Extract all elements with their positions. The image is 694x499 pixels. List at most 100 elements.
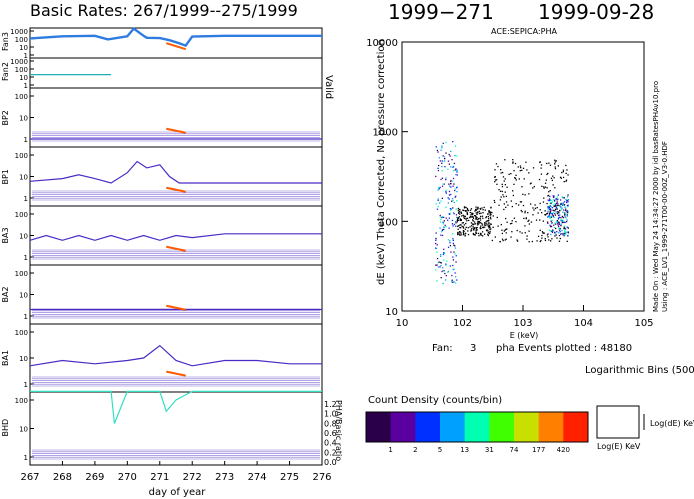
scatter-point [451,281,453,283]
scatter-point [499,241,501,243]
scatter-point [483,233,486,235]
scatter-point [562,234,564,236]
scatter-point [489,223,491,225]
scatter-point [435,269,437,271]
scatter-point [490,218,492,220]
scatter-point [549,195,551,198]
scatter-point [487,213,489,215]
scatter-point [485,229,488,232]
count-density-label: Count Density (counts/bin) [368,395,502,406]
scatter-point [445,279,447,281]
scatter-point [512,194,514,197]
scatter-point [515,174,517,176]
scatter-point [445,152,447,154]
scatter-point [509,223,512,225]
scatter-point [514,162,517,165]
scatter-point [546,221,549,223]
scatter-point [443,216,445,218]
scatter-point [457,225,459,227]
scatter-point [530,182,532,184]
scatter-point [481,231,484,233]
scatter-point [555,205,557,207]
scatter-point [566,226,568,228]
scatter-point [488,217,490,220]
scatter-point [442,221,444,223]
scatter-point [566,196,569,198]
scatter-point [487,233,489,235]
scatter-point [554,187,556,189]
scatter-point [448,190,451,193]
scatter-point [563,225,565,227]
scatter-point [494,169,496,171]
scatter-point [505,195,507,197]
log-de-label: Log(dE) KeV [650,419,694,428]
scatter-point [451,159,453,161]
highlight-bp1 [166,186,186,193]
scatter-point [482,209,484,211]
scatter-point [448,183,450,185]
scatter-point [510,200,512,202]
scatter-point [505,228,507,230]
series-line-bp1 [29,160,322,184]
scatter-point [504,184,506,186]
scatter-point [541,185,543,187]
scatter-point [456,169,458,171]
colorbar-swatch [563,412,589,442]
panel-tick-ba2: 10 [19,292,28,300]
scatter-point [452,141,454,143]
panel-tick-ba2: 1 [24,313,28,321]
colorbar-value-label: 420 [557,446,570,454]
scatter-point [441,229,444,232]
scatter-point [561,220,563,222]
scatter-point [484,209,486,211]
scatter-point [485,217,487,219]
scatter-point [549,199,551,201]
scatter-point [456,200,458,202]
scatter-point [435,242,437,245]
scatter-point [481,222,483,225]
scatter-point [487,230,489,232]
scatter-point [490,223,492,225]
scatter-point [454,188,456,190]
scatter-point [490,228,492,230]
scatter-point [472,217,475,219]
colorbar-swatch [514,412,540,442]
scatter-point [470,216,472,218]
series-line-ba1 [29,344,322,367]
scatter-point [545,179,547,181]
scatter-point [537,235,540,237]
side-note-2: Using : ACE_LV1_1999-271T00-00-00Z_V3-0.… [661,141,669,312]
scatter-point [439,261,442,264]
scatter-point [456,190,458,193]
scatter-point [541,237,543,239]
scatter-point [456,155,458,157]
date-title: 1999-09-28 [538,0,654,24]
scatter-point [501,183,503,185]
scatter-point [489,213,491,215]
scatter-point [482,212,484,214]
scatter-ylabel: dE (keV) Theta Corrected, No pressure co… [376,39,387,285]
scatter-point [498,189,500,191]
scatter-point [477,211,479,213]
scatter-point [472,226,474,228]
scatter-point [455,208,457,210]
scatter-point [561,230,563,232]
scatter-point [556,206,558,208]
scatter-point [548,162,550,164]
scatter-point [437,262,439,264]
scatter-point [462,209,465,212]
scatter-point [450,193,452,196]
scatter-point [435,247,438,250]
scatter-point [480,215,482,218]
scatter-point [567,174,569,176]
scatter-point [560,177,562,179]
scatter-point [472,213,474,215]
scatter-point [463,207,466,209]
scatter-point [495,163,498,165]
scatter-point [549,213,551,215]
scatter-point [496,179,498,181]
scatter-point [474,223,476,225]
scatter-point [449,265,451,267]
scatter-point [554,204,557,206]
